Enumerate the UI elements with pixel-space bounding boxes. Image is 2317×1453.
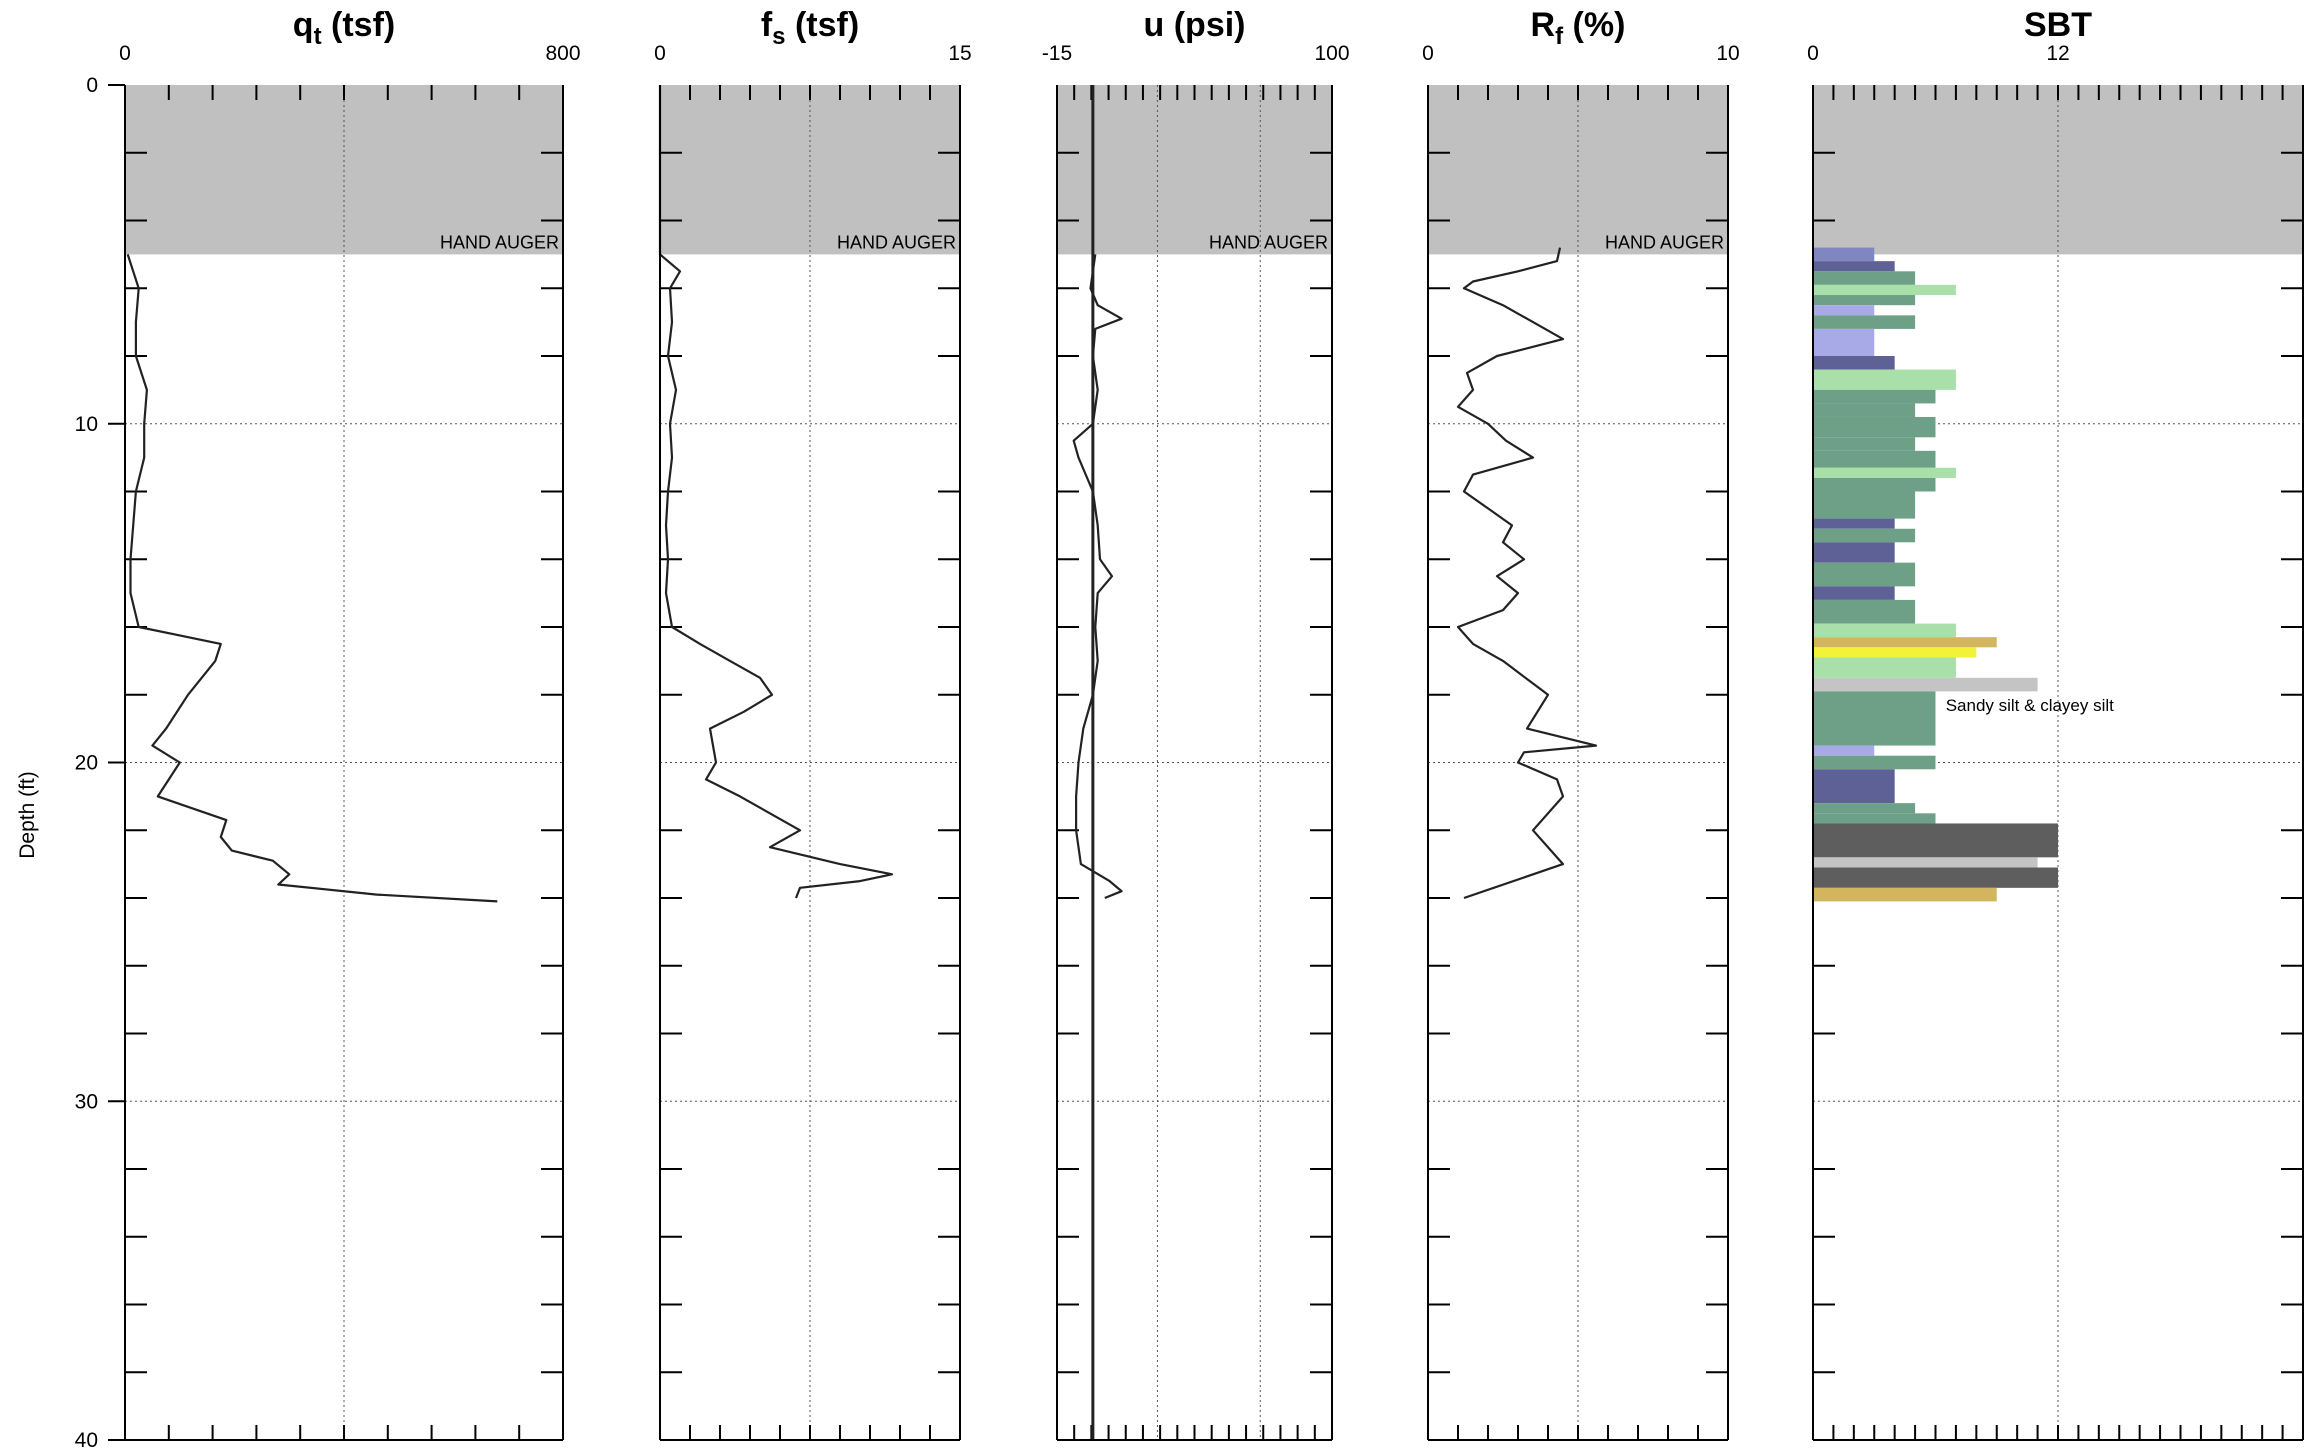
x-tick-label: 15	[948, 42, 971, 65]
x-tick-label: 100	[1314, 42, 1349, 65]
sbt-bar	[1813, 403, 1916, 417]
sbt-bar	[1813, 518, 1895, 529]
data-line	[658, 85, 894, 899]
panel-u: u (psi) -15 100 HAND AUGER	[1042, 6, 1350, 1441]
sbt-bar	[1813, 528, 1916, 543]
hand-auger-zone	[1057, 85, 1332, 255]
sbt-bar	[1813, 623, 1956, 638]
sbt-bar	[1813, 745, 1875, 756]
y-tick-label: 10	[75, 413, 98, 436]
sbt-bar	[1813, 803, 1916, 814]
x-tick-label: -15	[1042, 42, 1072, 65]
hand-auger-label: HAND AUGER	[837, 232, 956, 252]
panel-title: SBT	[2024, 6, 2092, 44]
y-tick-label: 40	[75, 1429, 98, 1452]
sbt-bar	[1813, 369, 1956, 390]
y-tick-label: 30	[75, 1090, 98, 1113]
hand-auger-label: HAND AUGER	[1605, 232, 1724, 252]
x-tick-label: 800	[545, 42, 580, 65]
sbt-bar	[1813, 677, 2038, 692]
sbt-bar	[1813, 769, 1895, 804]
x-tick-label: 0	[1807, 42, 1819, 65]
sbt-bar	[1813, 477, 1936, 492]
panel-title: Rf (%)	[1531, 6, 1626, 50]
sbt-bar	[1813, 562, 1916, 587]
sbt-bar	[1813, 813, 1936, 824]
x-tick-label: 10	[1716, 42, 1739, 65]
sbt-bar	[1813, 867, 2058, 888]
sbt-bar	[1813, 284, 1956, 296]
sbt-bar	[1813, 437, 1916, 451]
data-line	[1456, 247, 1598, 900]
panel-rf: Rf (%) 0 10 HAND AUGER	[1422, 6, 1740, 1441]
panel-qt: qt (tsf) 0 800 HAND AUGER	[119, 6, 581, 1441]
sbt-bar	[1813, 599, 1916, 624]
sbt-bar	[1813, 647, 1977, 658]
panel-title: qt (tsf)	[293, 6, 395, 50]
sbt-bar	[1813, 450, 1936, 468]
x-tick-label: 0	[654, 42, 666, 65]
sbt-bar	[1813, 315, 1916, 329]
sbt-bar	[1813, 823, 2058, 858]
sbt-bar	[1813, 887, 1997, 902]
x-tick-label: 0	[1422, 42, 1434, 65]
sbt-bar	[1813, 328, 1875, 356]
data-line	[1072, 254, 1123, 900]
sbt-bar	[1813, 857, 2038, 868]
panel-fs: fs (tsf) 0 15 HAND AUGER	[654, 6, 972, 1441]
sbt-bar	[1813, 691, 1936, 746]
sbt-bar	[1813, 305, 1875, 316]
sbt-annotation: Sandy silt & clayey silt	[1946, 696, 2114, 715]
sbt-bar	[1813, 416, 1936, 438]
sbt-bar	[1813, 261, 1895, 272]
x-tick-label: 12	[2046, 42, 2069, 65]
sbt-bar	[1813, 247, 1875, 262]
sbt-bar	[1813, 271, 1916, 285]
sbt-bar	[1813, 356, 1895, 370]
sbt-bar	[1813, 657, 1956, 678]
y-axis-label: Depth (ft)	[16, 771, 39, 859]
panel-sbt: SBT 0 12 Sandy silt & clayey silt	[1807, 6, 2304, 1441]
sbt-bar	[1813, 295, 1916, 306]
sbt-bar	[1813, 491, 1916, 519]
y-tick-label: 20	[75, 752, 98, 775]
x-tick-label: 0	[119, 42, 131, 65]
data-line	[126, 254, 498, 903]
sbt-bar	[1813, 467, 1956, 478]
panel-title: u (psi)	[1144, 6, 1246, 44]
sbt-bar	[1813, 542, 1895, 563]
sbt-bar	[1813, 755, 1936, 770]
panel-title: fs (tsf)	[761, 6, 859, 50]
hand-auger-label: HAND AUGER	[440, 232, 559, 252]
sbt-bar	[1813, 389, 1936, 404]
sbt-bar	[1813, 637, 1997, 648]
y-tick-label: 0	[86, 74, 98, 97]
hand-auger-label: HAND AUGER	[1209, 232, 1328, 252]
sbt-bar	[1813, 586, 1895, 600]
